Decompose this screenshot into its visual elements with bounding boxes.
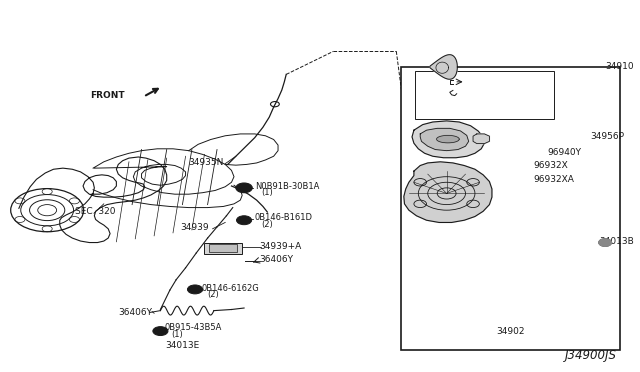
Text: 96932XA: 96932XA (534, 175, 574, 184)
Text: (2): (2) (207, 291, 220, 299)
Polygon shape (436, 135, 460, 143)
Bar (401, 67, 620, 350)
Text: 34939: 34939 (180, 223, 209, 232)
Text: 34939+A: 34939+A (259, 242, 301, 251)
Text: 34922: 34922 (525, 78, 554, 87)
Text: 34935N: 34935N (188, 158, 223, 167)
Text: (1): (1) (261, 188, 273, 197)
Text: 34902: 34902 (497, 327, 525, 336)
Text: N0B91B-30B1A: N0B91B-30B1A (255, 182, 319, 190)
Text: 36406Y: 36406Y (118, 308, 152, 317)
Circle shape (153, 327, 168, 336)
Polygon shape (473, 134, 490, 144)
Bar (204, 243, 242, 254)
Text: 0B146-6162G: 0B146-6162G (202, 284, 259, 293)
Bar (415, 71, 554, 119)
Circle shape (188, 285, 202, 294)
Text: (1): (1) (171, 330, 183, 339)
Text: 0B915-43B5A: 0B915-43B5A (165, 323, 222, 332)
Text: 36406Y: 36406Y (259, 255, 293, 264)
Polygon shape (429, 55, 458, 79)
Polygon shape (404, 162, 492, 222)
Text: J34900JS: J34900JS (564, 349, 616, 362)
Text: 34956P: 34956P (590, 132, 624, 141)
Text: N: N (241, 183, 247, 192)
Text: 34929: 34929 (525, 89, 554, 97)
Circle shape (236, 183, 252, 193)
Text: 0B146-B161D: 0B146-B161D (255, 214, 313, 222)
Text: 34910: 34910 (605, 62, 634, 71)
Circle shape (237, 216, 252, 225)
Text: 96940Y: 96940Y (547, 148, 581, 157)
Polygon shape (420, 128, 468, 151)
Text: 34013B: 34013B (599, 237, 634, 246)
Text: 34013E: 34013E (165, 341, 199, 350)
Text: (2): (2) (261, 220, 273, 229)
Text: 96932X: 96932X (534, 161, 568, 170)
Polygon shape (599, 239, 611, 246)
Bar (209, 244, 237, 252)
Text: FRONT: FRONT (90, 92, 125, 100)
Text: SEC. 320: SEC. 320 (76, 207, 116, 216)
Polygon shape (412, 121, 484, 158)
